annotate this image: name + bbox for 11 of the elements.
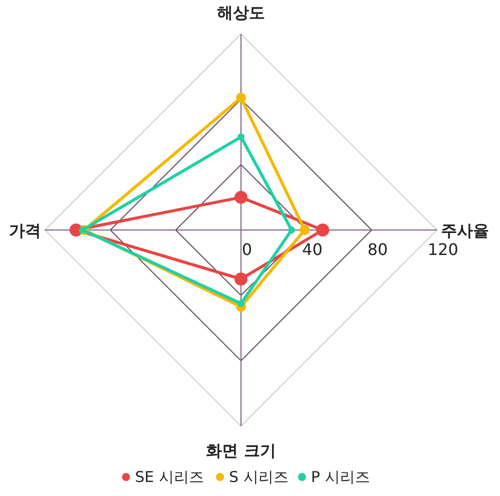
y-tick-label: 0 bbox=[242, 240, 252, 259]
y-tick-label: 40 bbox=[302, 240, 323, 259]
spoke-label: 해상도 bbox=[217, 3, 265, 22]
y-tick-label: 80 bbox=[367, 240, 388, 259]
spoke-label: 가격 bbox=[9, 221, 41, 240]
y-tick-label: 120 bbox=[428, 240, 458, 259]
legend-label: S 시리즈 bbox=[229, 468, 288, 486]
spoke-label: 화면 크기 bbox=[206, 441, 276, 460]
legend-label: P 시리즈 bbox=[311, 468, 370, 486]
legend-label: SE 시리즈 bbox=[135, 468, 204, 486]
spoke-label: 주사율 bbox=[441, 221, 489, 240]
